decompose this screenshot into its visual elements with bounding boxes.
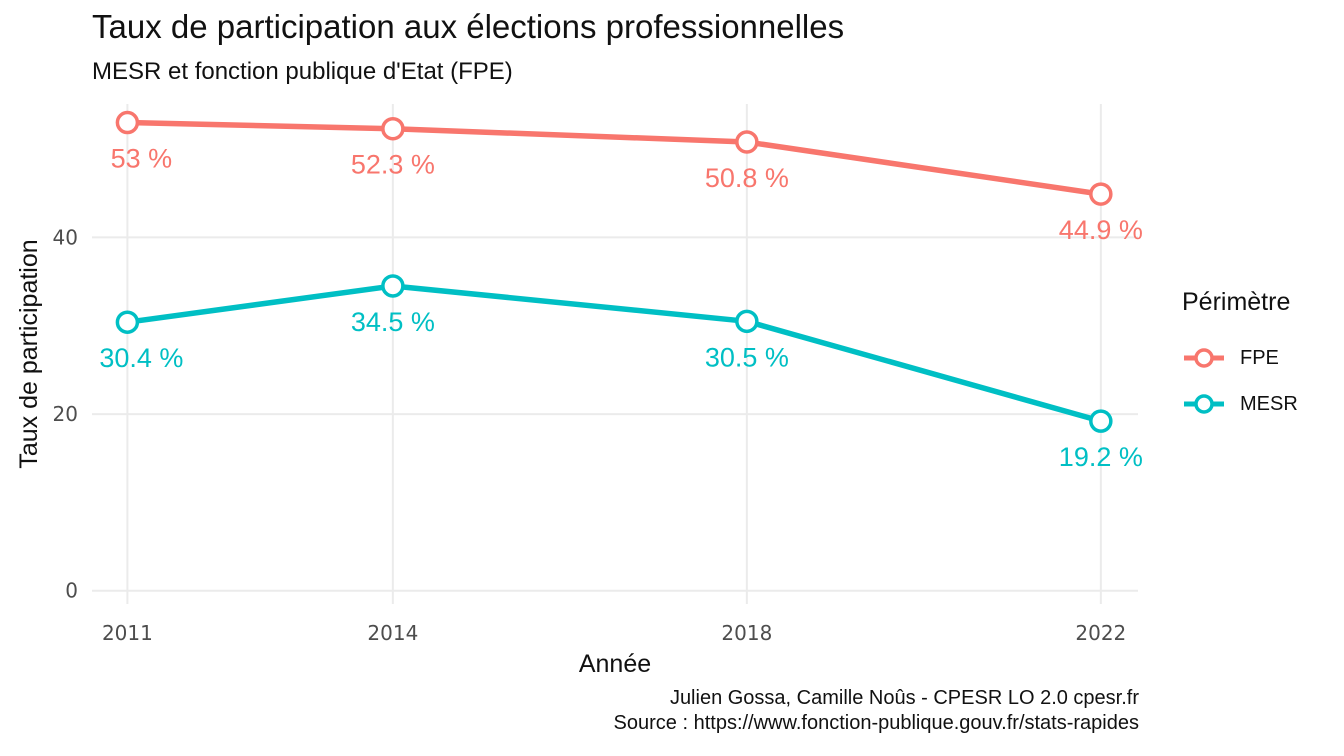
data-label-fpe-2022: 44.9 %: [1059, 215, 1143, 245]
caption: Julien Gossa, Camille Noûs - CPESR LO 2.…: [614, 686, 1139, 736]
point-mesr-2018: [735, 309, 759, 334]
point-mesr-2022: [1089, 409, 1113, 433]
y-axis-title: Taux de participation: [15, 239, 43, 468]
point-fpe-2014: [381, 116, 405, 141]
x-tick-label-2014: 2014: [367, 621, 418, 645]
legend-title: Périmètre: [1182, 288, 1291, 316]
x-tick-label-2018: 2018: [721, 621, 772, 645]
legend-label-mesr: MESR: [1240, 392, 1298, 415]
series-line-mesr: [124, 283, 1104, 424]
grid-lines: [92, 104, 1138, 604]
data-labels: 53 % 52.3 % 50.8 % 44.9 % 30.4 % 34.5 % 30.5 %…: [99, 144, 1142, 473]
data-label-mesr-2018: 30.5 %: [705, 342, 789, 372]
legend-key-fpe: [1184, 348, 1224, 368]
legend-item-fpe: FPE: [1182, 335, 1298, 381]
series-line-fpe: [124, 119, 1104, 197]
point-mesr-2011: [115, 310, 140, 334]
data-label-mesr-2022: 19.2 %: [1059, 442, 1143, 472]
legend: Périmètre FPE MESR: [1182, 288, 1298, 427]
point-fpe-2018: [735, 130, 759, 154]
data-label-fpe-2011: 53 %: [111, 144, 173, 174]
x-axis-title: Année: [579, 650, 651, 678]
x-tick-label-2022: 2022: [1075, 621, 1126, 645]
y-tick-label-20: 20: [53, 402, 78, 426]
legend-label-fpe: FPE: [1240, 346, 1279, 369]
y-tick-label-0: 0: [65, 579, 78, 603]
axes: 0 20 40 2011 2014 2018 2022 Année Taux de partic…: [15, 225, 1126, 678]
x-tick-label-2011: 2011: [102, 621, 153, 645]
data-label-fpe-2018: 50.8 %: [705, 163, 789, 193]
chart-title: Taux de participation aux élections prof…: [92, 8, 845, 45]
y-tick-label-40: 40: [53, 225, 78, 249]
data-label-fpe-2014: 52.3 %: [351, 150, 435, 180]
chart-subtitle: MESR et fonction publique d'Etat (FPE): [92, 58, 513, 85]
point-mesr-2014: [381, 274, 405, 298]
point-fpe-2011: [115, 110, 140, 135]
legend-key-mesr: [1184, 394, 1224, 414]
series-lines: [115, 110, 1113, 433]
legend-item-mesr: MESR: [1182, 381, 1298, 427]
caption-source: Source : https://www.fonction-publique.g…: [613, 712, 1139, 734]
data-label-mesr-2011: 30.4 %: [99, 343, 183, 373]
data-label-mesr-2014: 34.5 %: [351, 307, 435, 337]
caption-authors: Julien Gossa, Camille Noûs - CPESR LO 2.…: [669, 687, 1139, 709]
point-fpe-2022: [1089, 182, 1113, 206]
